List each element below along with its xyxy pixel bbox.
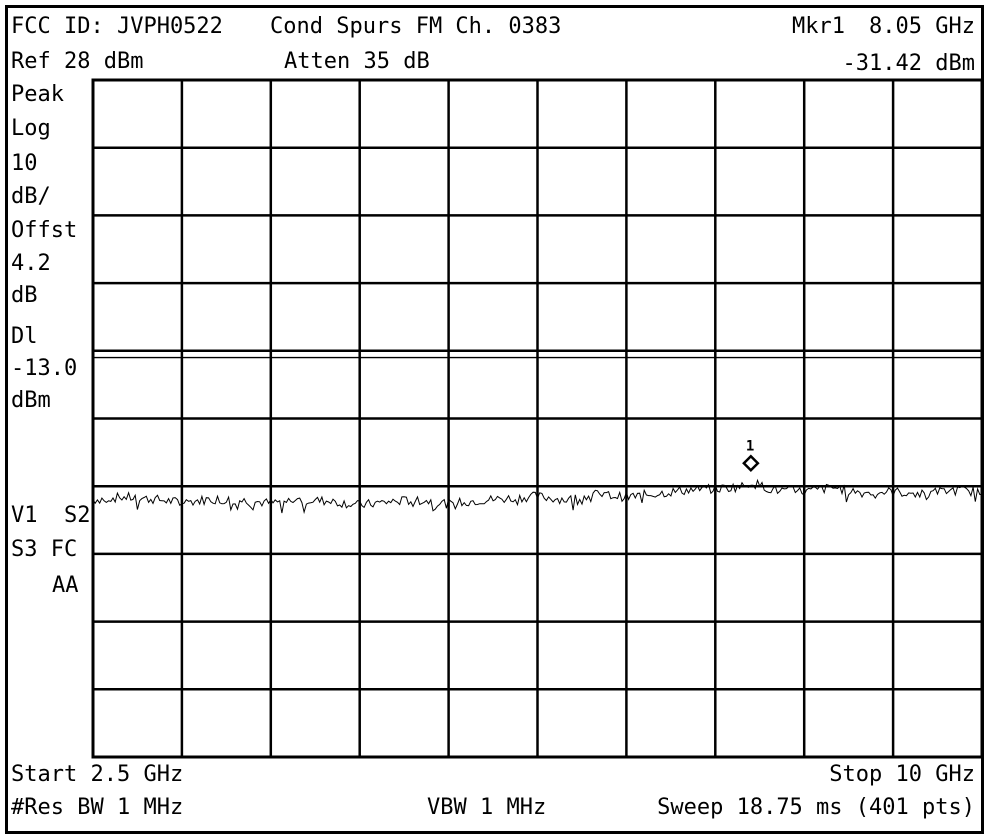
reference-level: Ref 28 dBm [11, 49, 144, 74]
marker-level: -31.42 dBm [842, 51, 975, 76]
offset-value: 4.2 [11, 251, 51, 276]
detector-mode: Peak [11, 82, 64, 107]
trace-flags-line-3: AA [52, 573, 79, 598]
offset-label: Offst [11, 218, 78, 243]
trace-1 [92, 478, 983, 515]
scale-value: 10 [11, 151, 38, 176]
display-line-value: -13.0 [11, 356, 78, 381]
trace-flags-line-2: S3 FC [11, 537, 78, 562]
marker-diamond-icon [742, 454, 760, 473]
trace-flags-line-1: V1 S2 [11, 503, 91, 528]
marker-frequency: 8.05 GHz [869, 14, 975, 39]
stop-frequency: Stop 10 GHz [829, 762, 975, 787]
plot-grid [91, 78, 984, 759]
resolution-bandwidth: #Res BW 1 MHz [11, 795, 184, 820]
marker-number: 1 [746, 438, 754, 454]
video-bandwidth: VBW 1 MHz [427, 795, 547, 820]
sweep-info: Sweep 18.75 ms (401 pts) [657, 795, 975, 820]
display-line-unit: dBm [11, 388, 51, 413]
start-frequency: Start 2.5 GHz [11, 762, 184, 787]
plot-title: Cond Spurs FM Ch. 0383 [270, 14, 562, 39]
fcc-id-label: FCC ID: JVPH0522 [11, 14, 223, 39]
marker-label: Mkr1 [792, 14, 845, 39]
scale-type: Log [11, 116, 51, 141]
display-line-label: Dl [11, 324, 38, 349]
attenuation: Atten 35 dB [284, 49, 430, 74]
offset-unit: dB [11, 283, 38, 308]
scale-unit: dB/ [11, 184, 51, 209]
trace-line [92, 478, 983, 515]
marker-1: 1 [742, 438, 760, 473]
